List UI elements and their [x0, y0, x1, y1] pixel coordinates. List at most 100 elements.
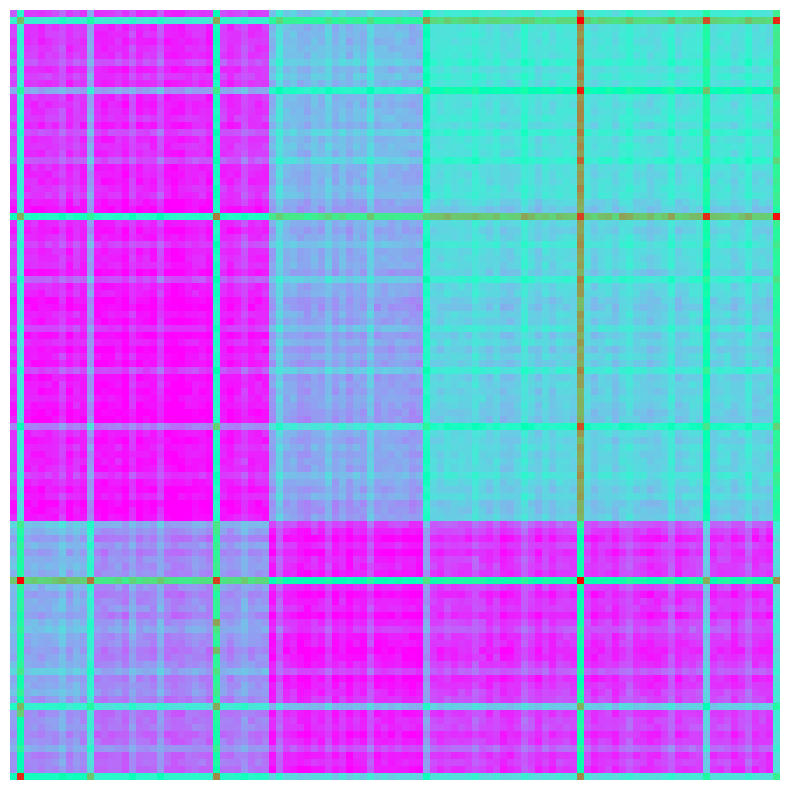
heatmap-cell: [507, 234, 515, 242]
heatmap-cell: [31, 255, 39, 263]
heatmap-cell: [745, 24, 753, 32]
heatmap-cell: [353, 283, 361, 291]
heatmap-cell: [241, 178, 249, 186]
heatmap-cell: [276, 213, 284, 221]
heatmap-cell: [192, 206, 200, 214]
heatmap-cell: [59, 171, 67, 179]
heatmap-cell: [38, 283, 46, 291]
heatmap-cell: [430, 241, 438, 249]
heatmap-cell: [759, 59, 767, 67]
heatmap-cell: [31, 178, 39, 186]
heatmap-cell: [262, 59, 270, 67]
heatmap-cell: [563, 290, 571, 298]
heatmap-cell: [262, 318, 270, 326]
heatmap-cell: [374, 101, 382, 109]
heatmap-cell: [465, 255, 473, 263]
heatmap-cell: [227, 262, 235, 270]
heatmap-cell: [10, 59, 18, 67]
heatmap-cell: [122, 45, 130, 53]
heatmap-cell: [640, 94, 648, 102]
heatmap-cell: [24, 311, 32, 319]
heatmap-cell: [150, 206, 158, 214]
heatmap-cell: [304, 101, 312, 109]
heatmap-cell: [584, 185, 592, 193]
heatmap-cell: [528, 66, 536, 74]
heatmap-cell: [10, 325, 18, 333]
heatmap-cell: [605, 10, 613, 18]
heatmap-cell: [451, 283, 459, 291]
heatmap-cell: [661, 234, 669, 242]
heatmap-cell: [696, 17, 704, 25]
heatmap-cell: [332, 178, 340, 186]
heatmap-cell: [668, 122, 676, 130]
heatmap-cell: [94, 122, 102, 130]
heatmap-cell: [731, 192, 739, 200]
heatmap-cell: [752, 192, 760, 200]
heatmap-cell: [290, 129, 298, 137]
heatmap-cell: [570, 241, 578, 249]
heatmap-cell: [395, 318, 403, 326]
heatmap-cell: [451, 213, 459, 221]
heatmap-cell: [437, 269, 445, 277]
heatmap-cell: [234, 59, 242, 67]
heatmap-cell: [192, 220, 200, 228]
heatmap-cell: [675, 276, 683, 284]
heatmap-cell: [206, 325, 214, 333]
heatmap-cell: [423, 129, 431, 137]
heatmap-cell: [87, 234, 95, 242]
heatmap-cell: [346, 262, 354, 270]
heatmap-cell: [59, 290, 67, 298]
heatmap-cell: [626, 283, 634, 291]
heatmap-cell: [178, 262, 186, 270]
heatmap-cell: [220, 45, 228, 53]
heatmap-cell: [199, 129, 207, 137]
heatmap-cell: [185, 192, 193, 200]
heatmap-cell: [283, 24, 291, 32]
heatmap-cell: [115, 45, 123, 53]
heatmap-cell: [731, 290, 739, 298]
heatmap-cell: [472, 311, 480, 319]
heatmap-cell: [73, 269, 81, 277]
heatmap-cell: [360, 290, 368, 298]
heatmap-cell: [66, 213, 74, 221]
heatmap-cell: [101, 213, 109, 221]
heatmap-cell: [283, 234, 291, 242]
heatmap-cell: [570, 59, 578, 67]
heatmap-cell: [339, 115, 347, 123]
heatmap-cell: [493, 311, 501, 319]
heatmap-cell: [31, 17, 39, 25]
heatmap-cell: [745, 164, 753, 172]
heatmap-cell: [549, 80, 557, 88]
heatmap-cell: [745, 122, 753, 130]
heatmap-cell: [514, 59, 522, 67]
heatmap-cell: [17, 143, 25, 151]
heatmap-cell: [430, 311, 438, 319]
heatmap-cell: [514, 52, 522, 60]
heatmap-cell: [731, 122, 739, 130]
heatmap-cell: [409, 129, 417, 137]
heatmap-cell: [381, 122, 389, 130]
heatmap-cell: [521, 87, 529, 95]
heatmap-cell: [598, 164, 606, 172]
heatmap-cell: [402, 10, 410, 18]
heatmap-cell: [192, 143, 200, 151]
heatmap-cell: [206, 241, 214, 249]
heatmap-cell: [262, 164, 270, 172]
heatmap-cell: [213, 101, 221, 109]
heatmap-cell: [766, 241, 774, 249]
heatmap-cell: [94, 10, 102, 18]
heatmap-cell: [402, 94, 410, 102]
heatmap-cell: [724, 199, 732, 207]
heatmap-cell: [612, 213, 620, 221]
heatmap-cell: [80, 115, 88, 123]
heatmap-cell: [353, 101, 361, 109]
heatmap-cell: [129, 38, 137, 46]
heatmap-cell: [388, 220, 396, 228]
heatmap-cell: [101, 269, 109, 277]
heatmap-cell: [38, 31, 46, 39]
heatmap-cell: [514, 45, 522, 53]
heatmap-cell: [507, 73, 515, 81]
heatmap-cell: [549, 269, 557, 277]
heatmap-cell: [129, 220, 137, 228]
heatmap-cell: [381, 115, 389, 123]
